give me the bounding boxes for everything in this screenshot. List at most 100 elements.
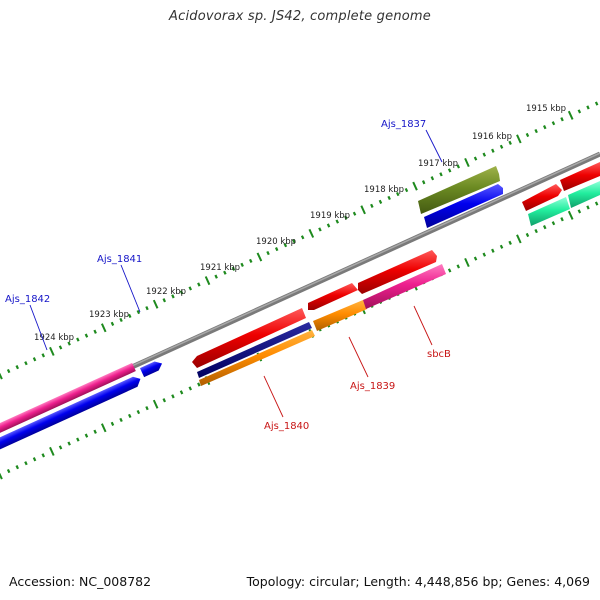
scale-label: 1915 kbp bbox=[526, 104, 566, 114]
scale-minor-tick bbox=[6, 368, 11, 374]
scale-major-tick bbox=[100, 323, 107, 333]
scale-minor-tick bbox=[197, 382, 201, 387]
scale-major-tick bbox=[0, 372, 3, 380]
scale-minor-tick bbox=[136, 309, 141, 315]
scale-minor-tick bbox=[171, 394, 175, 399]
scale-minor-tick bbox=[41, 453, 46, 458]
scale-major-tick bbox=[152, 399, 159, 409]
scale-track-upper bbox=[0, 101, 599, 380]
scale-minor-tick bbox=[136, 409, 141, 415]
gene-ajs-1837[interactable] bbox=[418, 166, 500, 214]
scale-minor-tick bbox=[551, 121, 556, 126]
gene-blue-right[interactable] bbox=[424, 184, 503, 228]
scale-major-tick bbox=[567, 210, 574, 220]
scale-major-tick bbox=[0, 472, 3, 480]
scale-minor-tick bbox=[58, 345, 63, 350]
scale-minor-tick bbox=[58, 445, 63, 450]
scale-minor-tick bbox=[525, 132, 530, 138]
scale-minor-tick bbox=[93, 429, 97, 434]
gene-ajs-1842[interactable] bbox=[0, 362, 136, 438]
gene-red-far-right[interactable] bbox=[522, 184, 562, 211]
scale-minor-tick bbox=[577, 209, 582, 214]
gene-label-ajs-1842: Ajs_1842 bbox=[5, 294, 50, 305]
scale-minor-tick bbox=[188, 386, 193, 391]
scale-minor-tick bbox=[594, 201, 599, 206]
scale-minor-tick bbox=[335, 219, 340, 224]
scale-minor-tick bbox=[473, 156, 478, 161]
scale-major-tick bbox=[152, 299, 159, 309]
scale-minor-tick bbox=[482, 152, 487, 157]
scale-minor-tick bbox=[542, 225, 547, 230]
scale-label: 1917 kbp bbox=[418, 159, 458, 169]
scale-minor-tick bbox=[491, 148, 495, 153]
scale-major-tick bbox=[49, 446, 55, 456]
scale-minor-tick bbox=[266, 250, 270, 256]
scale-minor-tick bbox=[586, 105, 590, 110]
scale-major-tick bbox=[516, 234, 522, 244]
scale-minor-tick bbox=[231, 266, 236, 271]
scale-minor-tick bbox=[171, 294, 175, 299]
gene-navy[interactable] bbox=[197, 322, 312, 378]
scale-minor-tick bbox=[447, 268, 452, 273]
scale-minor-tick bbox=[67, 341, 71, 346]
gene-red-small[interactable] bbox=[308, 283, 358, 310]
scale-minor-tick bbox=[76, 337, 80, 342]
scale-minor-tick bbox=[32, 457, 37, 462]
scale-minor-tick bbox=[110, 321, 115, 326]
gene-ajs-1840-red[interactable] bbox=[192, 308, 306, 368]
scale-minor-tick bbox=[560, 217, 564, 222]
scale-minor-tick bbox=[326, 223, 331, 228]
scale-minor-tick bbox=[110, 421, 115, 426]
scale-minor-tick bbox=[534, 228, 538, 234]
gene-red-edge[interactable] bbox=[560, 162, 600, 191]
scale-minor-tick bbox=[214, 274, 218, 279]
scale-minor-tick bbox=[456, 164, 461, 169]
gene-ajs-1841[interactable] bbox=[0, 374, 143, 451]
scale-minor-tick bbox=[560, 117, 564, 122]
scale-minor-tick bbox=[15, 365, 20, 370]
scale-minor-tick bbox=[119, 317, 123, 323]
scale-minor-tick bbox=[499, 244, 504, 249]
scale-minor-tick bbox=[84, 333, 89, 338]
scale-minor-tick bbox=[292, 239, 296, 244]
scale-minor-tick bbox=[594, 101, 599, 106]
scale-minor-tick bbox=[24, 461, 28, 466]
scale-major-tick bbox=[308, 228, 315, 238]
gene-ajs-1840-orange[interactable] bbox=[199, 330, 315, 386]
scale-major-tick bbox=[464, 157, 470, 168]
scale-major-tick bbox=[516, 134, 522, 144]
scale-minor-tick bbox=[534, 128, 538, 134]
scale-major-tick bbox=[204, 276, 211, 286]
scale-minor-tick bbox=[76, 437, 80, 442]
scale-minor-tick bbox=[344, 215, 348, 220]
scale-minor-tick bbox=[15, 465, 20, 470]
scale-minor-tick bbox=[430, 176, 435, 181]
scale-minor-tick bbox=[508, 140, 512, 145]
scale-minor-tick bbox=[119, 417, 123, 423]
scale-major-tick bbox=[256, 252, 263, 262]
scale-minor-tick bbox=[318, 227, 322, 232]
scale-minor-tick bbox=[249, 258, 253, 263]
scale-label: 1923 kbp bbox=[89, 310, 129, 320]
gene-sbcb-red[interactable] bbox=[358, 250, 437, 294]
gene-teal-2[interactable] bbox=[568, 181, 600, 208]
scale-label: 1922 kbp bbox=[146, 287, 186, 297]
gene-teal-1[interactable] bbox=[528, 197, 570, 226]
scale-label: 1916 kbp bbox=[472, 132, 512, 142]
scale-minor-tick bbox=[127, 413, 132, 419]
scale-minor-tick bbox=[525, 232, 530, 238]
scale-minor-tick bbox=[352, 211, 357, 216]
gene-ajs-1839[interactable] bbox=[313, 300, 367, 331]
scale-minor-tick bbox=[542, 125, 547, 130]
scale-minor-tick bbox=[456, 264, 461, 269]
scale-minor-tick bbox=[447, 168, 452, 173]
gene-label-ajs-1837: Ajs_1837 bbox=[381, 119, 426, 130]
scale-minor-tick bbox=[67, 441, 71, 446]
gene-small-blue[interactable] bbox=[139, 359, 164, 378]
scale-minor-tick bbox=[223, 270, 227, 275]
scale-minor-tick bbox=[551, 221, 556, 226]
gene-sbcb[interactable] bbox=[363, 264, 446, 309]
scale-minor-tick bbox=[6, 468, 11, 474]
scale-minor-tick bbox=[395, 191, 400, 197]
